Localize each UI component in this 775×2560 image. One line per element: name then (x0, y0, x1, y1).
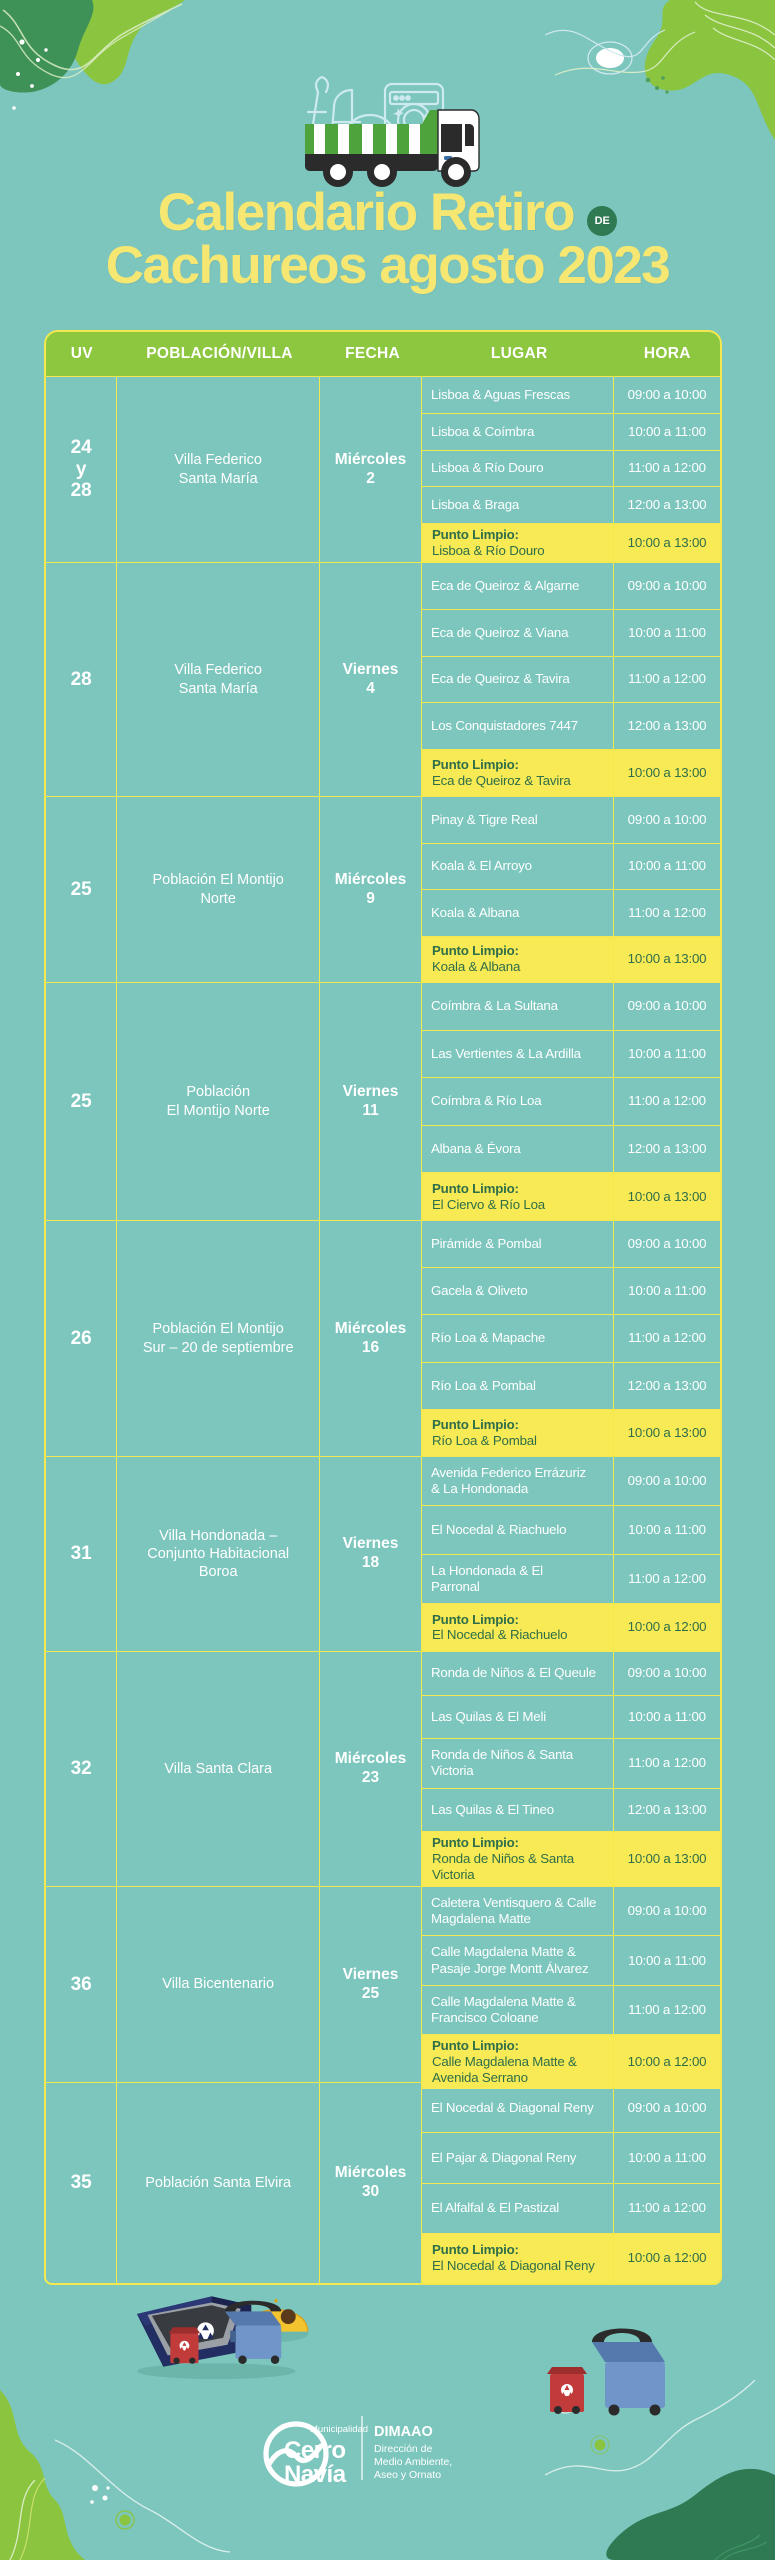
svg-text:Municipalidad: Municipalidad (310, 2424, 368, 2435)
svg-text:Dirección de: Dirección de (374, 2443, 433, 2455)
svg-text:Cerro: Cerro (284, 2437, 346, 2464)
svg-text:Medio Ambiente,: Medio Ambiente, (374, 2456, 452, 2468)
svg-text:DIMAAO: DIMAAO (374, 2424, 433, 2440)
svg-text:Aseo y Ornato: Aseo y Ornato (374, 2469, 441, 2481)
svg-text:Navía: Navía (284, 2461, 347, 2488)
